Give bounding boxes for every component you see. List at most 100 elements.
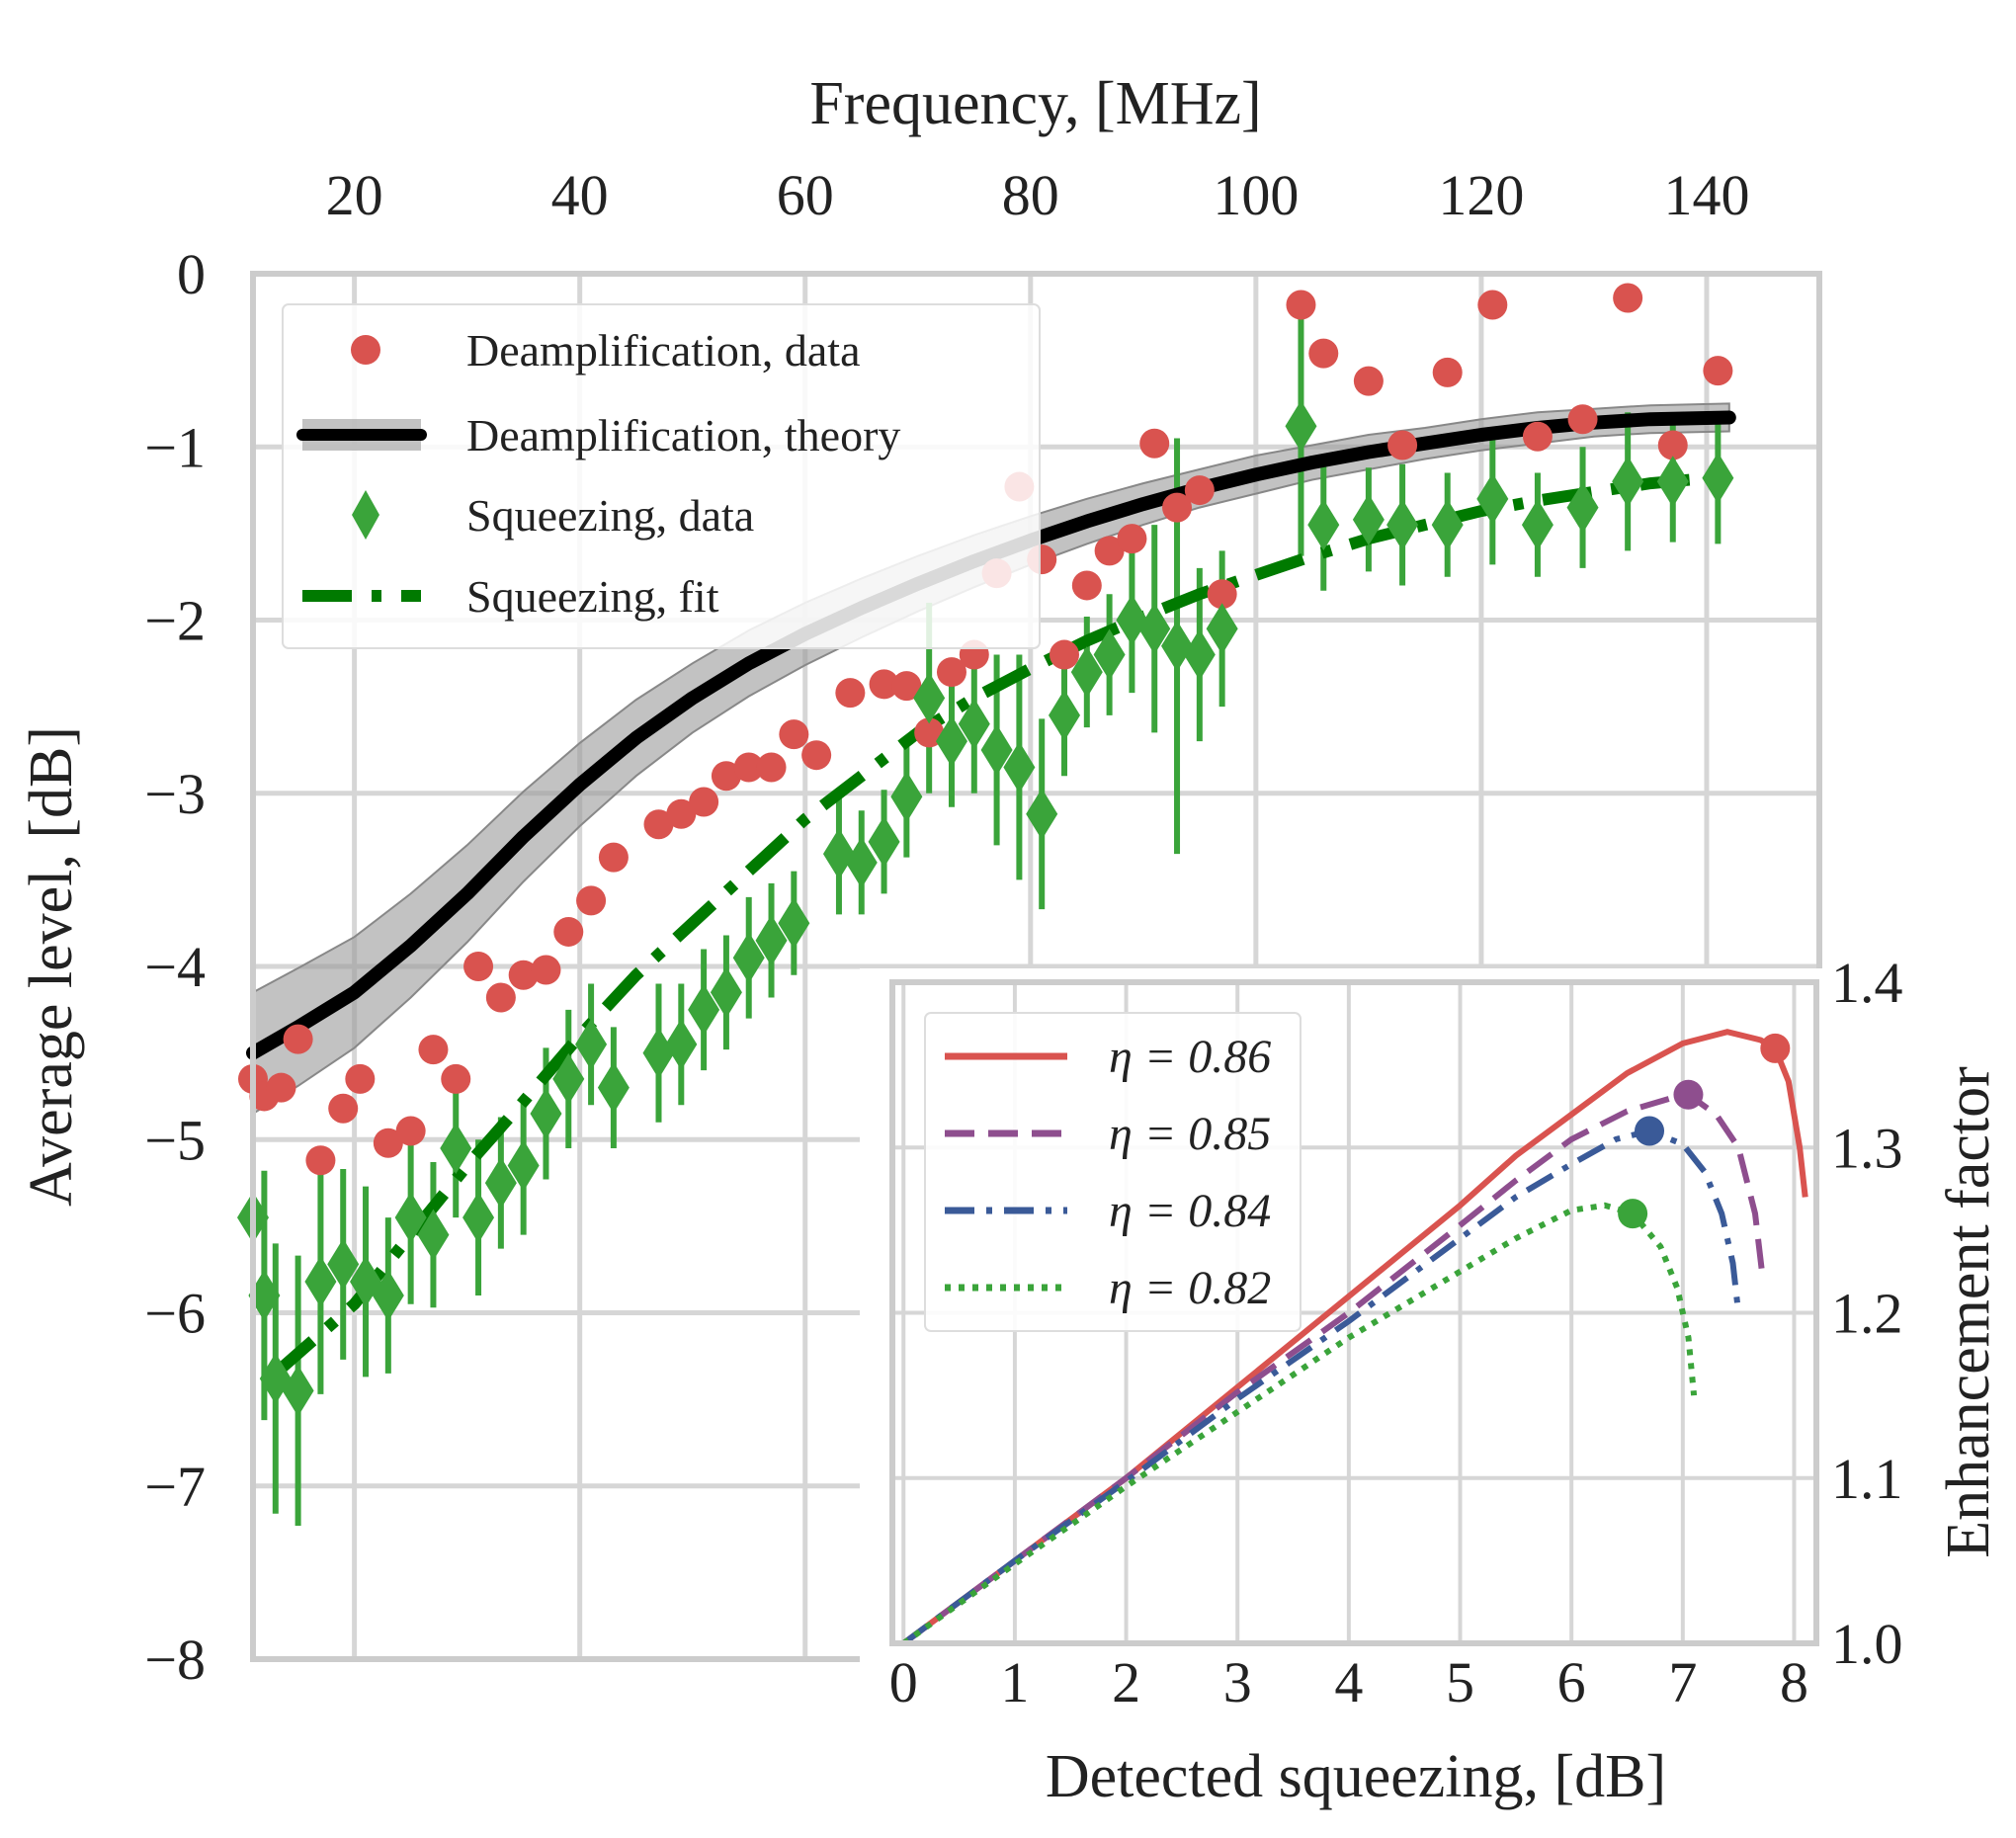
inset-curve-marker — [1635, 1116, 1665, 1146]
main-y-label: Average level, [dB] — [18, 726, 85, 1207]
squeezing-point — [282, 1365, 314, 1417]
deamplification-point — [1162, 492, 1193, 523]
inset-xtick-label: 2 — [1112, 1650, 1140, 1714]
squeezing-point — [1702, 452, 1734, 504]
deamplification-point — [1071, 570, 1102, 601]
inset-legend-label-086: η = 0.86 — [1109, 1031, 1271, 1083]
legend-squeezing-label: Squeezing, data — [466, 490, 754, 541]
inset-curve-marker — [1618, 1199, 1648, 1229]
main-ytick-label: −7 — [144, 1455, 206, 1519]
squeezing-point — [304, 1255, 337, 1307]
deamplification-point — [328, 1093, 359, 1124]
inset-ytick-label: 1.3 — [1831, 1116, 1903, 1180]
deamplification-point — [1117, 524, 1147, 554]
main-legend: Deamplification, data Deamplification, t… — [282, 303, 1041, 649]
inset-ytick-label: 1.2 — [1831, 1282, 1903, 1346]
main-xtick-label: 140 — [1663, 163, 1749, 227]
deamplification-point — [689, 787, 719, 817]
deamplification-point — [463, 952, 494, 981]
squeezing-point — [778, 897, 810, 950]
legend-deamp-data-marker — [351, 335, 380, 365]
inset-ytick-label: 1.4 — [1831, 951, 1903, 1015]
deamplification-point — [1308, 338, 1339, 369]
deamplification-point — [1477, 290, 1508, 320]
inset-curves — [901, 1029, 1808, 1646]
deamplification-point — [1207, 579, 1237, 610]
squeezing-point — [1049, 689, 1081, 741]
squeezing-point — [417, 1209, 450, 1261]
squeezing-point — [552, 1052, 585, 1105]
main-xtick-label: 120 — [1438, 163, 1524, 227]
squeezing-point — [1093, 628, 1126, 681]
legend-theory-label: Deamplification, theory — [466, 410, 900, 460]
deamplification-point — [1139, 428, 1170, 459]
deamplification-point — [508, 960, 539, 990]
deamplification-point — [1567, 404, 1598, 435]
inset-plot-frame — [889, 979, 1819, 1646]
squeezing-point — [980, 723, 1013, 776]
squeezing-point — [710, 966, 742, 1019]
deamplification-point — [643, 809, 674, 840]
deamplification-point — [531, 955, 561, 985]
inset-curve-1 — [901, 1091, 1766, 1646]
squeezing-point — [868, 815, 900, 868]
fit-curve — [271, 470, 1730, 1378]
main-xtick-label: 60 — [777, 163, 834, 227]
inset-ytick-label: 1.1 — [1831, 1447, 1903, 1511]
main-xtick-label: 80 — [1002, 163, 1059, 227]
deamplification-point — [1657, 430, 1688, 460]
deamplification-point — [666, 798, 697, 829]
main-ytick-label: −4 — [144, 935, 206, 999]
main-legend-box — [282, 303, 1041, 649]
deamplification-point — [1703, 356, 1733, 386]
main-ytick-labels: 0 −1 −2 −3 −4 −5 −6 −7 −8 — [144, 242, 206, 1692]
squeezing-point — [1285, 400, 1317, 453]
inset-xtick-label: 8 — [1780, 1650, 1808, 1714]
legend-squeezing-marker — [352, 490, 379, 540]
legend-deamp-data-label: Deamplification, data — [466, 325, 861, 376]
squeezing-point — [1116, 594, 1148, 646]
main-ytick-label: −8 — [144, 1628, 206, 1692]
squeezing-point — [890, 771, 923, 823]
deamplification-point — [373, 1128, 403, 1158]
deamplification-point — [1613, 283, 1643, 313]
inset-legend-label-084: η = 0.84 — [1109, 1185, 1271, 1237]
inset-xtick-label: 3 — [1223, 1650, 1252, 1714]
squeezing-point — [822, 828, 855, 880]
squeezing-point — [530, 1087, 562, 1139]
squeezing-point — [575, 1018, 608, 1070]
squeezing-point — [1352, 493, 1385, 545]
squeezing-point — [372, 1269, 404, 1321]
deamplification-point — [395, 1116, 426, 1146]
squeezing-point — [642, 1027, 675, 1079]
squeezing-point — [1476, 472, 1509, 525]
squeezing-point — [1612, 456, 1644, 508]
squeezing-point — [1003, 741, 1036, 794]
squeezing-point — [1656, 456, 1689, 508]
deamplification-point — [283, 1024, 313, 1054]
deamplification-point — [756, 752, 787, 783]
inset-curve-3 — [901, 1202, 1698, 1646]
deamplification-point — [266, 1072, 296, 1103]
legend-fit-label: Squeezing, fit — [466, 571, 719, 622]
deamplification-point — [711, 761, 741, 792]
squeezing-point — [1183, 628, 1216, 681]
deamplification-point — [1387, 430, 1418, 460]
squeezing-point — [732, 932, 765, 984]
squeezing-point — [394, 1192, 427, 1244]
squeezing-point — [1026, 788, 1058, 840]
inset-legend-box — [924, 1012, 1302, 1332]
inset-xtick-labels: 0 1 2 3 4 5 6 7 8 — [889, 1650, 1808, 1714]
squeezing-point — [248, 1269, 281, 1321]
main-ytick-label: −5 — [144, 1108, 206, 1172]
squeezing-point — [665, 1018, 698, 1070]
squeezing-point — [484, 1157, 517, 1210]
deamplification-point — [1522, 421, 1553, 452]
main-ytick-label: −1 — [144, 415, 206, 479]
squeezing-point — [507, 1139, 540, 1192]
main-xtick-label: 40 — [551, 163, 609, 227]
deamplification-points — [238, 283, 1733, 1176]
inset-curve-2 — [901, 1128, 1742, 1646]
main-ytick-label: 0 — [177, 242, 206, 306]
deamplification-point — [869, 669, 899, 700]
